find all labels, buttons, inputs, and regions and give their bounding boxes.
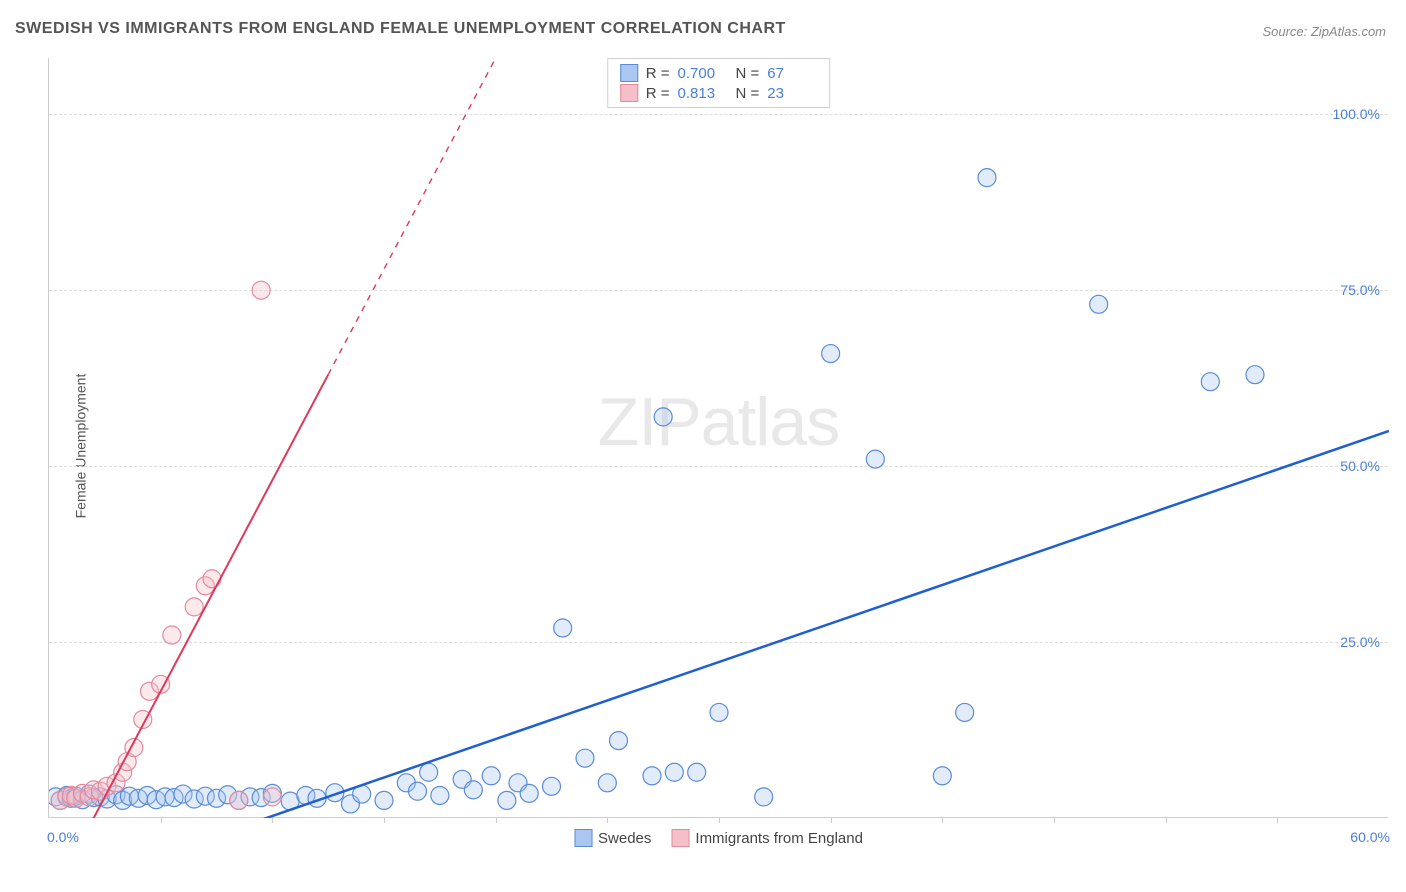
data-point [610,732,628,750]
data-point [1246,366,1264,384]
data-point [498,791,516,809]
legend-stats-row-immigrants: R = 0.813 N = 23 [620,83,818,103]
data-point [482,767,500,785]
data-point [230,791,248,809]
data-point [163,626,181,644]
x-tick [1054,817,1055,823]
chart-title: SWEDISH VS IMMIGRANTS FROM ENGLAND FEMAL… [15,20,786,38]
data-point [1201,373,1219,391]
trendline-dashed [328,58,496,375]
data-point [420,763,438,781]
trendline [205,431,1389,839]
data-point [252,281,270,299]
n-label: N = [736,85,760,102]
data-point [1090,295,1108,313]
chart-container: SWEDISH VS IMMIGRANTS FROM ENGLAND FEMAL… [0,0,1406,892]
data-point [263,788,281,806]
x-tick [719,817,720,823]
data-point [688,763,706,781]
x-axis-max-label: 60.0% [1350,829,1390,845]
immigrants-swatch-icon [620,84,638,102]
x-tick [161,817,162,823]
data-point [543,777,561,795]
legend-stats-row-swedes: R = 0.700 N = 67 [620,63,818,83]
data-point [464,781,482,799]
x-axis-min-label: 0.0% [47,829,79,845]
data-point [933,767,951,785]
r-value-swedes: 0.700 [678,65,728,82]
source-attribution: Source: ZipAtlas.com [1262,24,1386,39]
r-label: R = [646,85,670,102]
data-point [431,786,449,804]
swedes-swatch-icon [574,829,592,847]
data-point [866,450,884,468]
scatter-plot-svg [49,58,1388,817]
x-tick [1166,817,1167,823]
r-value-immigrants: 0.813 [678,85,728,102]
legend-item-immigrants: Immigrants from England [671,829,863,847]
x-tick [272,817,273,823]
data-point [978,169,996,187]
x-tick [831,817,832,823]
data-point [654,408,672,426]
data-point [375,791,393,809]
data-point [185,598,203,616]
swedes-swatch-icon [620,64,638,82]
n-value-swedes: 67 [767,65,817,82]
data-point [956,703,974,721]
x-tick [384,817,385,823]
data-point [520,784,538,802]
legend-label-immigrants: Immigrants from England [695,830,863,847]
data-point [755,788,773,806]
data-point [822,345,840,363]
legend-item-swedes: Swedes [574,829,651,847]
data-point [643,767,661,785]
x-tick [1277,817,1278,823]
x-tick [607,817,608,823]
trendline-solid [83,375,329,839]
immigrants-swatch-icon [671,829,689,847]
data-point [665,763,683,781]
data-point [203,570,221,588]
data-point [598,774,616,792]
data-point [710,703,728,721]
legend-label-swedes: Swedes [598,830,651,847]
data-point [409,782,427,800]
n-value-immigrants: 23 [767,85,817,102]
x-tick [496,817,497,823]
data-point [576,749,594,767]
r-label: R = [646,65,670,82]
n-label: N = [736,65,760,82]
legend-top-stats: R = 0.700 N = 67 R = 0.813 N = 23 [607,58,831,108]
legend-bottom: Swedes Immigrants from England [574,829,863,847]
data-point [554,619,572,637]
plot-area: ZIPatlas 25.0%50.0%75.0%100.0% R = 0.700… [48,58,1388,818]
x-tick [942,817,943,823]
